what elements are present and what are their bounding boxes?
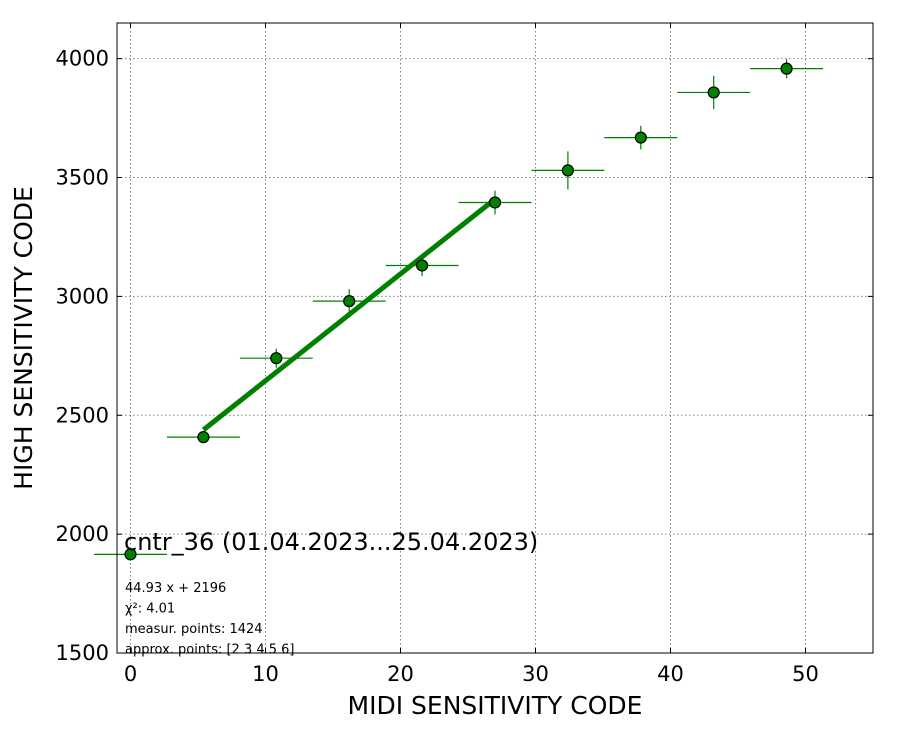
data-points [124,62,793,561]
ticks: 0 10 20 30 40 50 1500 2000 2500 3000 3500 4000 [56,23,873,686]
data-point [780,62,793,75]
axis-labels: MIDI SENSITIVITY CODE HIGH SENSITIVITY C… [9,186,642,720]
y-tick-label: 2500 [56,403,109,427]
x-tick-label: 20 [387,662,414,686]
y-tick-label: 1500 [56,641,109,665]
data-point [124,548,137,561]
y-tick-label: 4000 [56,47,109,71]
data-point [416,259,429,272]
y-axis-label: HIGH SENSITIVITY CODE [9,186,38,490]
data-point [634,131,647,144]
fit-line-group [201,197,497,432]
x-tick-label: 10 [252,662,279,686]
y-tick-label: 2000 [56,522,109,546]
data-point [561,164,575,177]
fit-info-line: χ²: 4.01 [125,602,175,617]
y-tick-label: 3000 [56,284,109,308]
data-point [488,196,502,209]
chart-title: cntr_36 (01.04.2023...25.04.2023) [124,528,538,556]
fit-line [201,197,497,432]
data-point [707,86,720,99]
x-axis-label: MIDI SENSITIVITY CODE [348,691,643,720]
grid-lines [117,23,873,654]
data-point [343,295,356,308]
fit-info-line: 44.93 x + 2196 [125,581,226,596]
fit-info: 44.93 x + 2196 χ²: 4.01 measur. points: 14… [125,581,295,658]
data-point [270,352,283,365]
x-tick-label: 0 [124,662,137,686]
fit-info-line: approx. points: [2 3 4 5 6] [125,643,295,658]
x-tick-label: 30 [522,662,549,686]
x-tick-label: 50 [792,662,819,686]
fit-info-line: measur. points: 1424 [125,622,263,637]
y-tick-label: 3500 [56,166,109,190]
plot-frame [116,22,874,654]
x-tick-label: 40 [657,662,684,686]
data-point [197,431,210,444]
